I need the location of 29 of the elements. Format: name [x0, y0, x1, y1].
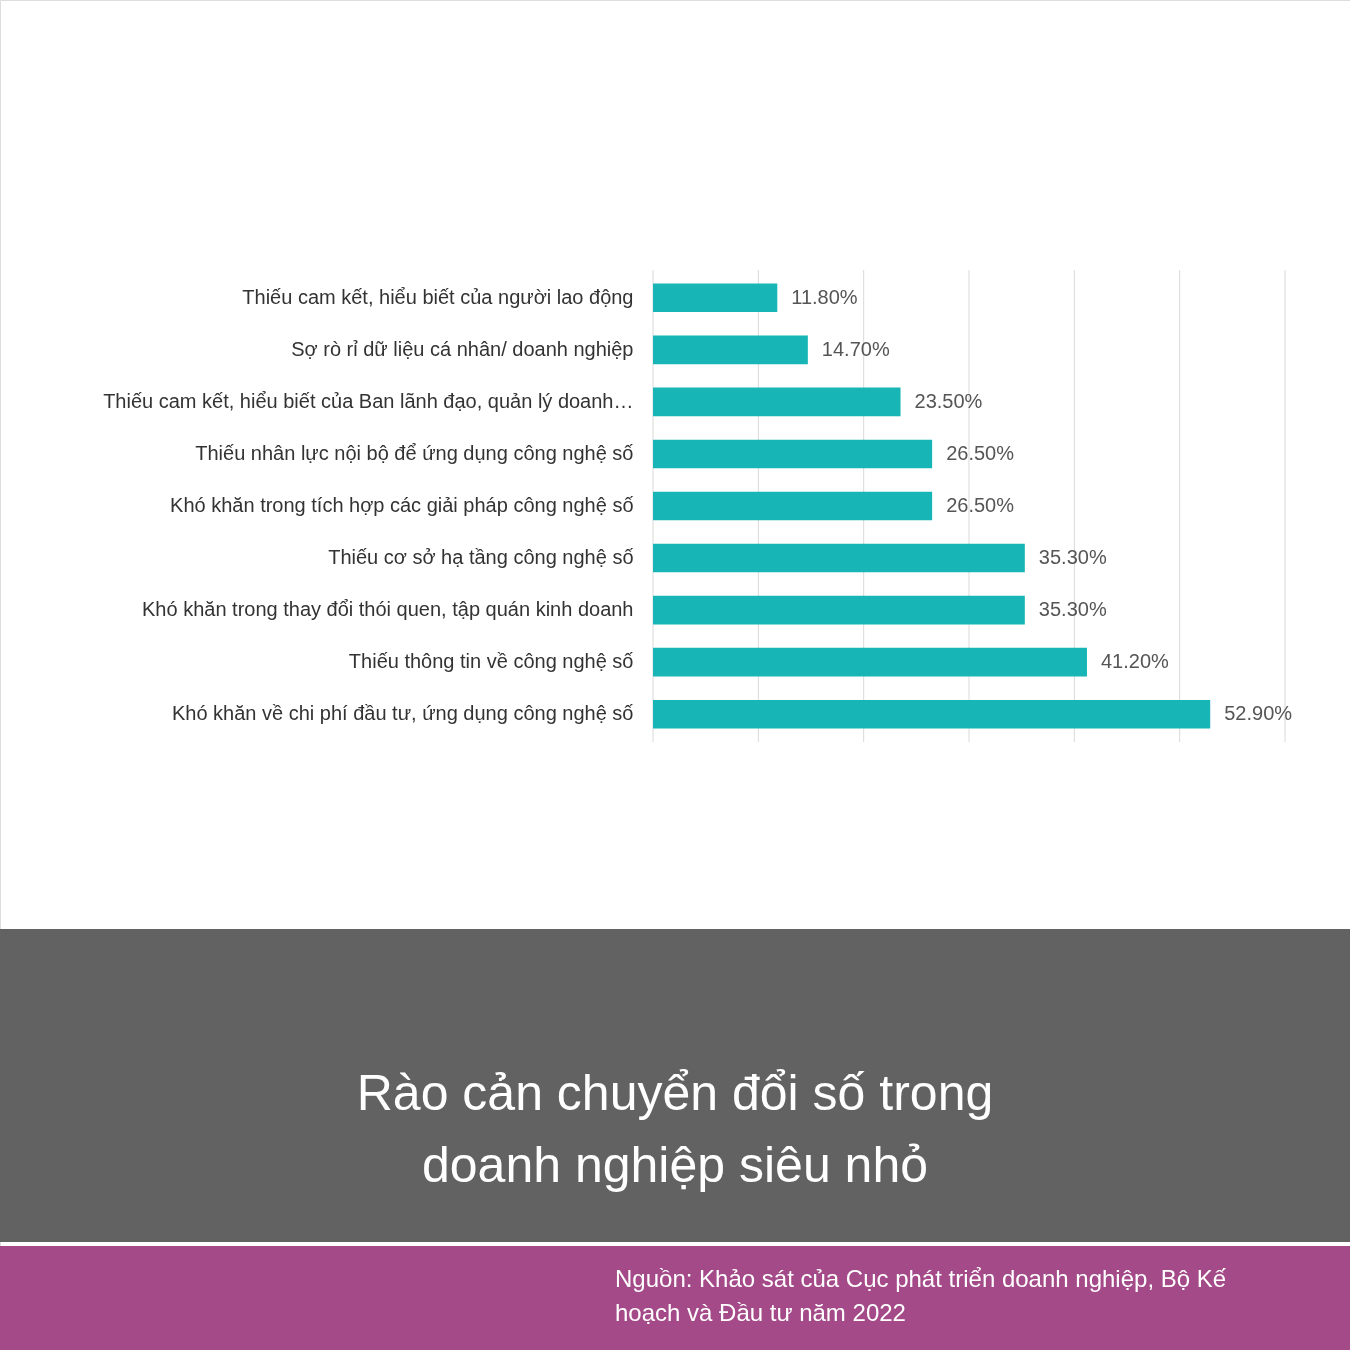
text: Nguồn: Khảo sát của Cục phát triển doanh nghiệp, Bộ Kế hoạch và Đầu tư năm 2022	[615, 1265, 1227, 1326]
y-tick-label: Khó khăn trong tích hợp các giải pháp công nghệ số	[170, 494, 634, 516]
y-tick-label: Thiếu nhân lực nội bộ để ứng dụng công nghệ số	[195, 441, 634, 464]
text: Rào cản chuyển đổi số trong doanh nghiệp siêu nhỏ	[356, 1065, 994, 1193]
y-tick-label: Khó khăn trong thay đổi thói quen, tập quán kinh doanh	[142, 598, 634, 621]
y-tick-label: Thiếu cam kết, hiểu biết của người lao động	[242, 285, 634, 308]
y-tick-label: Thiếu cơ sở hạ tầng công nghệ số	[328, 546, 634, 569]
y-tick-label: Thiếu thông tin về công nghệ số	[348, 650, 634, 673]
data-label: 52.90%	[1224, 702, 1293, 725]
y-tick-label: Sợ rò rỉ dữ liệu cá nhân/ doanh nghiệp	[291, 337, 634, 360]
data-label: 26.50%	[946, 441, 1015, 464]
bar	[653, 543, 1025, 573]
bar	[653, 699, 1211, 729]
data-label: 35.30%	[1038, 598, 1107, 621]
y-tick-label: Thiếu cam kết, hiểu biết của Ban lãnh đạo, quản lý doanh…	[103, 389, 634, 412]
bar	[653, 439, 933, 469]
bar	[653, 335, 808, 365]
data-label: 23.50%	[914, 389, 983, 412]
data-label: 26.50%	[946, 494, 1015, 516]
bar	[653, 595, 1025, 625]
bar	[653, 647, 1087, 677]
y-tick-label: Khó khăn về chi phí đầu tư, ứng dụng công nghệ số	[171, 702, 634, 725]
data-label: 41.20%	[1100, 650, 1170, 673]
bar	[653, 491, 933, 521]
data-label: 14.70%	[821, 337, 890, 360]
data-label: 35.30%	[1038, 546, 1107, 569]
data-label: 11.80%	[791, 285, 858, 308]
bar	[653, 283, 778, 313]
bar	[653, 387, 901, 417]
